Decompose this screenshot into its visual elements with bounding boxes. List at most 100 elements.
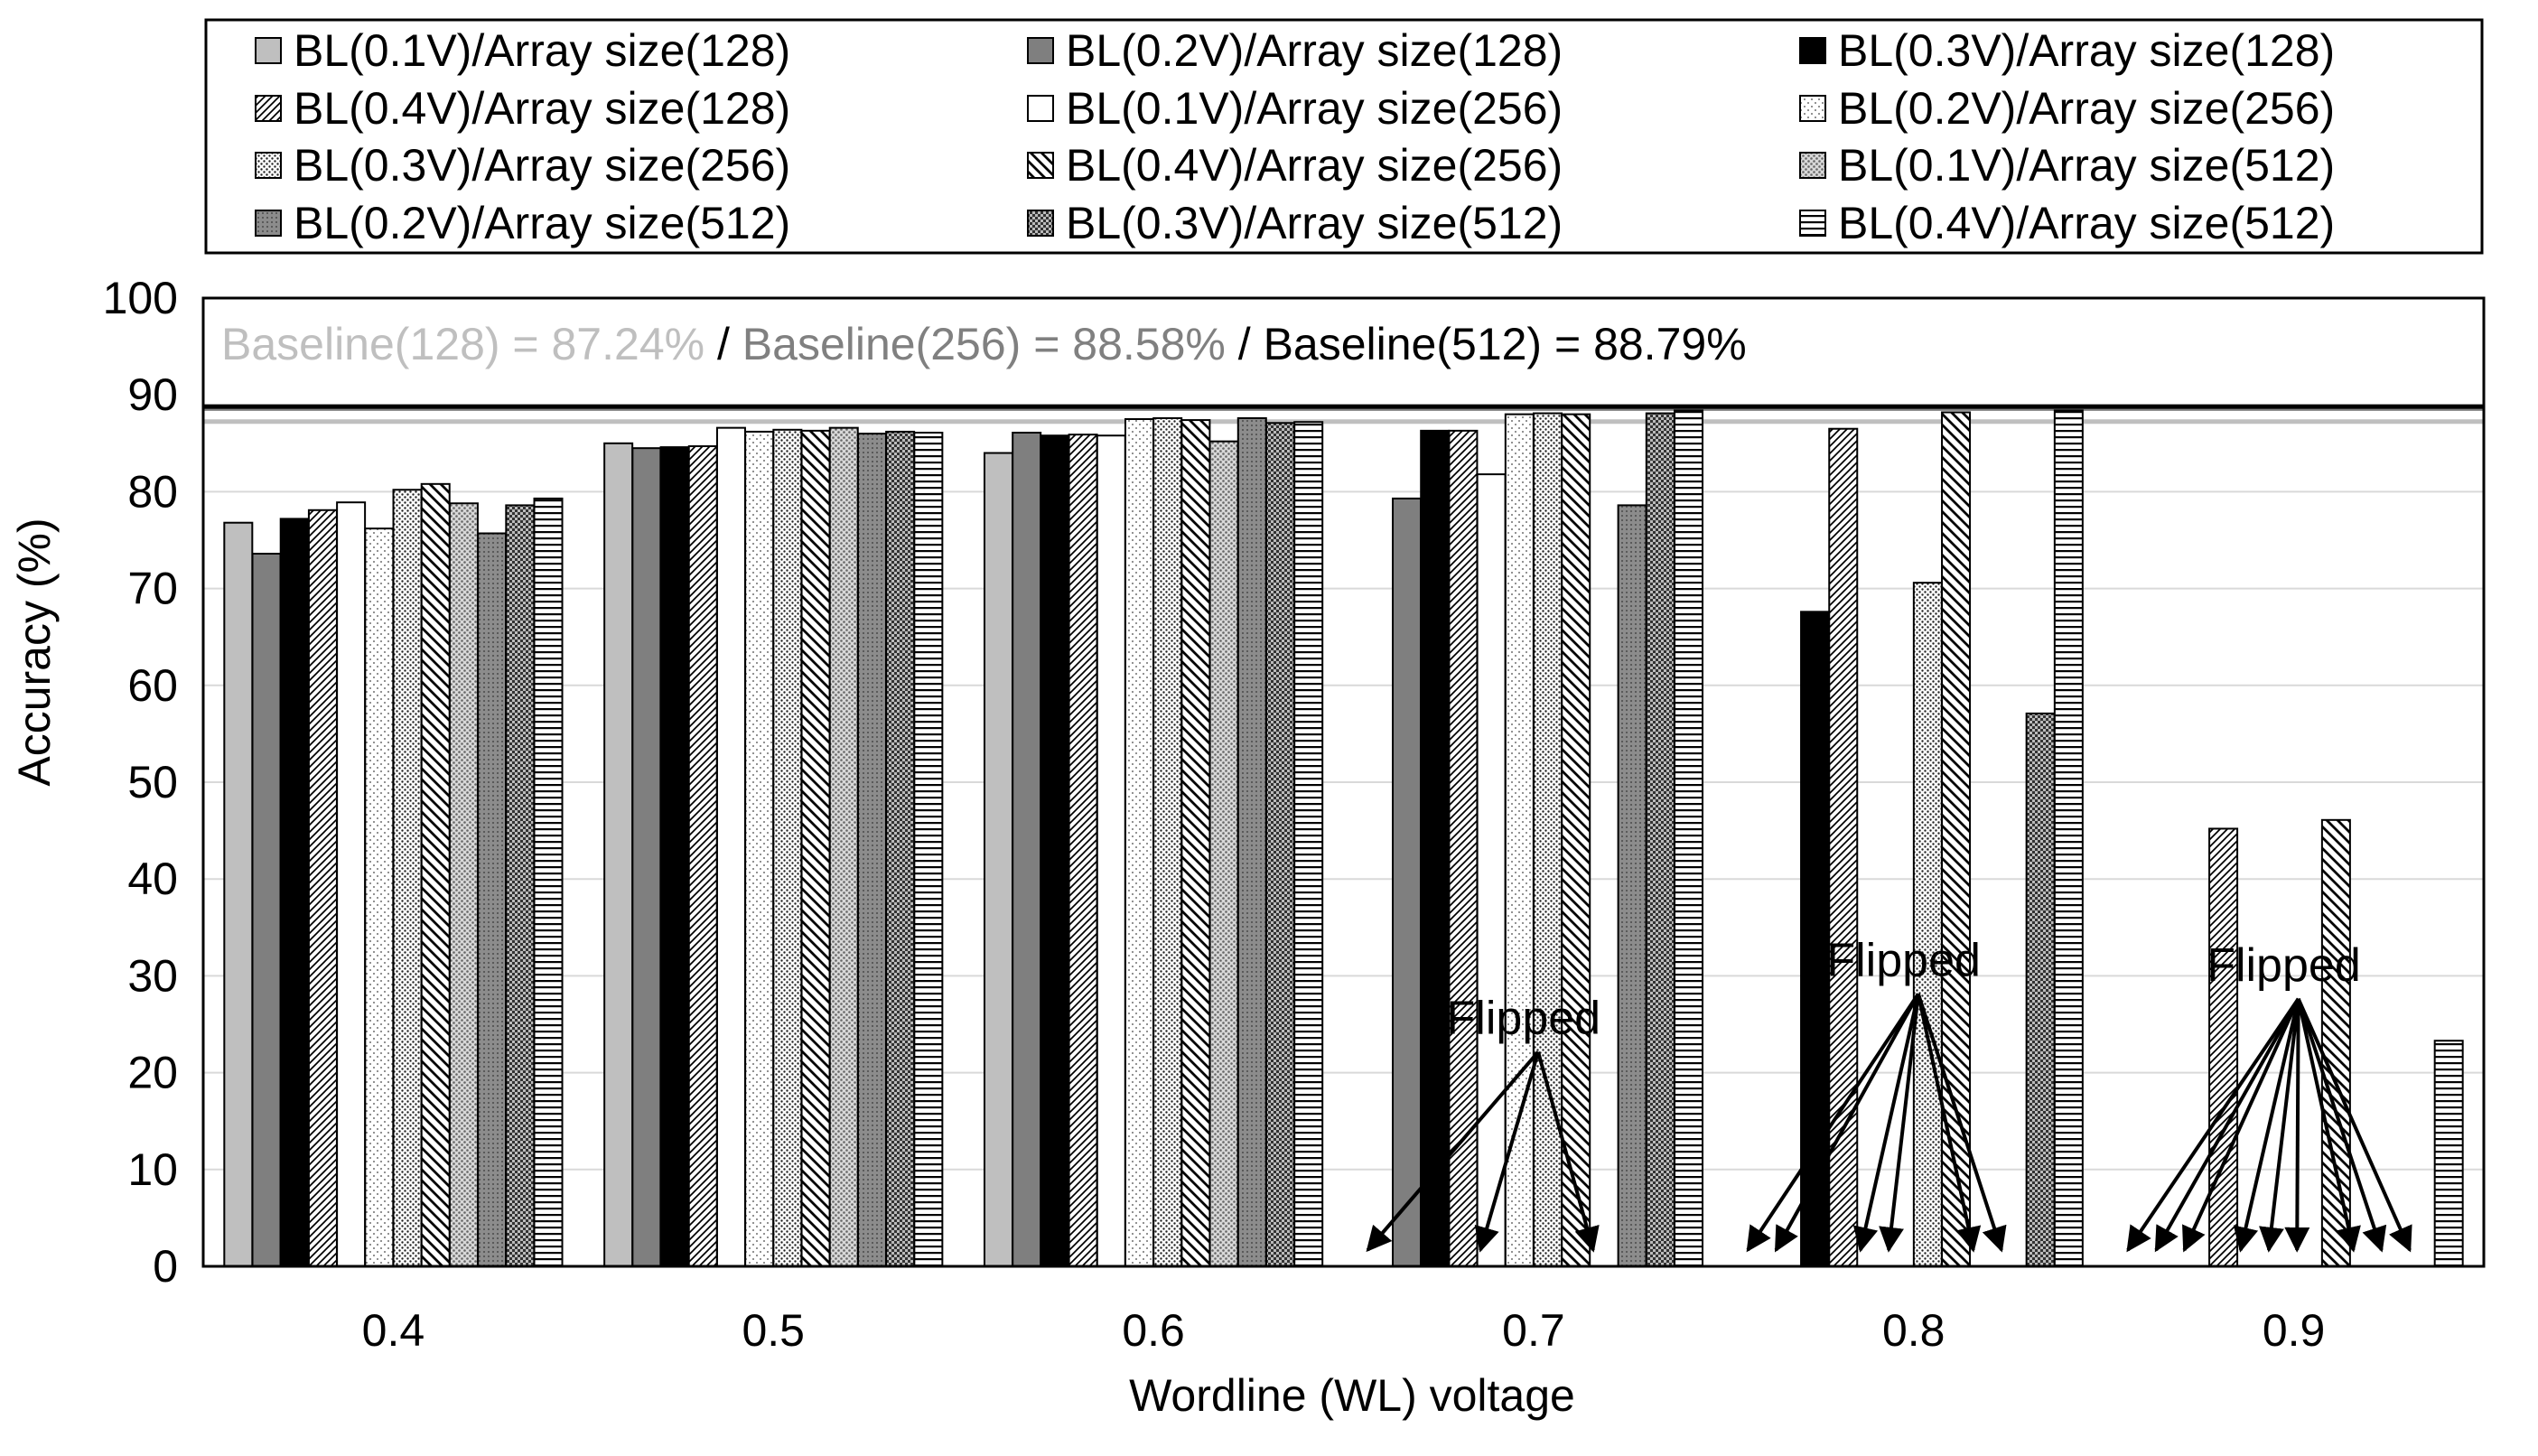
bar-bl-0-3v-array-size-512-wl-0-6 — [1264, 422, 1295, 1267]
bar-bl-0-4v-array-size-256-wl-0-9 — [2320, 818, 2351, 1267]
bar-bl-0-4v-array-size-512-wl-0-5 — [913, 432, 944, 1267]
bar-bl-0-1v-array-size-512-wl-0-4 — [448, 502, 479, 1267]
x-tick-label: 0.7 — [1502, 1305, 1565, 1356]
bar-bl-0-2v-array-size-256-wl-0-5 — [744, 430, 775, 1268]
bar-bl-0-4v-array-size-512-wl-0-6 — [1293, 421, 1324, 1267]
flipped-arrow — [2126, 997, 2300, 1253]
baseline-label-baseline-128: Baseline(128) = 87.24% — [221, 319, 704, 369]
bars — [223, 409, 2464, 1268]
bar-bl-0-3v-array-size-256-wl-0-7 — [1533, 412, 1563, 1267]
x-tick-label: 0.6 — [1122, 1305, 1185, 1356]
bar-bl-0-2v-array-size-512-wl-0-6 — [1236, 416, 1267, 1268]
bar-bl-0-3v-array-size-128-wl-0-5 — [659, 446, 690, 1267]
legend-label: BL(0.4V)/Array size(256) — [1066, 140, 1563, 191]
flipped-arrow — [2182, 997, 2300, 1253]
bar-group-0-4 — [223, 482, 564, 1267]
flipped-arrow — [2296, 997, 2412, 1253]
bar-bl-0-3v-array-size-512-wl-0-8 — [2025, 712, 2056, 1267]
flipped-label: Flipped — [1447, 993, 1601, 1045]
bar-bl-0-3v-array-size-256-wl-0-6 — [1152, 416, 1183, 1268]
y-tick-label: 80 — [127, 466, 178, 517]
legend-item-bl-0-1v-array-size-512: BL(0.1V)/Array size(512) — [1799, 140, 2335, 191]
bar-group-0-8 — [1800, 409, 2084, 1268]
legend-label: BL(0.2V)/Array size(512) — [294, 198, 790, 248]
bar-bl-0-1v-array-size-256-wl-0-7 — [1476, 473, 1507, 1267]
flipped-arrow — [1774, 993, 1920, 1253]
bar-bl-0-1v-array-size-512-wl-0-6 — [1208, 440, 1239, 1267]
flipped-arrow — [1879, 994, 1920, 1253]
y-tick-label: 100 — [103, 273, 178, 323]
flipped-label: Flipped — [1826, 934, 1981, 986]
flipped-arrow — [1536, 1051, 1600, 1253]
flipped-annotation-wl-0-7: Flipped — [1366, 993, 1601, 1253]
y-tick-label: 30 — [127, 950, 178, 1001]
bar-bl-0-4v-array-size-128-wl-0-6 — [1068, 434, 1098, 1268]
legend-item-bl-0-4v-array-size-512: BL(0.4V)/Array size(512) — [1799, 198, 2335, 248]
flipped-arrow — [2284, 998, 2310, 1253]
legend-item-bl-0-2v-array-size-128: BL(0.2V)/Array size(128) — [1027, 25, 1563, 76]
bar-bl-0-3v-array-size-128-wl-0-8 — [1800, 611, 1831, 1267]
flipped-arrow — [1916, 993, 1982, 1253]
bar-bl-0-2v-array-size-256-wl-0-6 — [1124, 418, 1154, 1267]
legend-label: BL(0.3V)/Array size(256) — [294, 140, 790, 191]
legend: BL(0.1V)/Array size(128) BL(0.2V)/Array s… — [204, 18, 2484, 255]
baseline-panel — [203, 298, 2484, 407]
bar-bl-0-4v-array-size-512-wl-0-9 — [2433, 1040, 2464, 1267]
legend-swatch — [1799, 95, 1826, 122]
bar-bl-0-2v-array-size-128-wl-0-4 — [251, 553, 282, 1267]
bar-bl-0-1v-array-size-256-wl-0-6 — [1096, 434, 1126, 1267]
flipped-arrow — [1746, 993, 1920, 1253]
bar-bl-0-3v-array-size-512-wl-0-4 — [505, 504, 536, 1267]
bar-bl-0-3v-array-size-256-wl-0-5 — [772, 428, 803, 1267]
legend-swatch — [255, 152, 282, 179]
legend-label: BL(0.2V)/Array size(256) — [1838, 83, 2335, 134]
x-tick-label: 0.9 — [2263, 1305, 2326, 1356]
bar-bl-0-4v-array-size-128-wl-0-4 — [307, 509, 338, 1267]
flipped-label: Flipped — [2207, 939, 2361, 992]
legend-swatch — [1027, 37, 1054, 64]
bar-bl-0-2v-array-size-256-wl-0-7 — [1504, 413, 1535, 1267]
legend-label: BL(0.4V)/Array size(512) — [1838, 198, 2335, 248]
bar-bl-0-4v-array-size-128-wl-0-8 — [1828, 427, 1859, 1268]
bar-bl-0-3v-array-size-256-wl-0-4 — [392, 489, 423, 1267]
legend-swatch — [255, 210, 282, 237]
flipped-arrow — [1852, 993, 1920, 1253]
baseline-separator: / — [1226, 319, 1264, 369]
y-tick-label: 50 — [127, 757, 178, 807]
legend-swatch — [1027, 95, 1054, 122]
legend-swatch — [1799, 210, 1826, 237]
bar-bl-0-4v-array-size-128-wl-0-9 — [2208, 827, 2239, 1267]
y-tick-label: 0 — [153, 1241, 178, 1292]
flipped-arrow — [2296, 998, 2387, 1253]
bar-group-0-7 — [1392, 409, 1704, 1267]
bar-bl-0-3v-array-size-128-wl-0-6 — [1040, 434, 1070, 1267]
y-tick-label: 60 — [127, 660, 178, 711]
y-tick-label: 20 — [127, 1048, 178, 1098]
bar-bl-0-4v-array-size-128-wl-0-5 — [687, 445, 718, 1267]
annotations: Flipped Flipped Flipped — [1366, 934, 2412, 1253]
legend-swatch — [1799, 152, 1826, 179]
legend-swatch — [1799, 37, 1826, 64]
baseline-separator: / — [704, 319, 742, 369]
legend-item-bl-0-2v-array-size-256: BL(0.2V)/Array size(256) — [1799, 83, 2335, 134]
plot-frame — [201, 296, 2486, 1268]
bar-bl-0-3v-array-size-128-wl-0-4 — [279, 518, 310, 1267]
bar-bl-0-3v-array-size-512-wl-0-7 — [1645, 412, 1675, 1267]
flipped-arrow — [1366, 1050, 1540, 1253]
bar-bl-0-4v-array-size-512-wl-0-8 — [2053, 409, 2084, 1267]
flipped-arrow — [2296, 998, 2361, 1253]
bar-bl-0-2v-array-size-128-wl-0-7 — [1392, 497, 1423, 1267]
legend-swatch — [1027, 152, 1054, 179]
y-tick-label: 90 — [127, 369, 178, 420]
legend-label: BL(0.1V)/Array size(256) — [1066, 83, 1563, 134]
x-axis-label: Wordline (WL) voltage — [1129, 1370, 1575, 1421]
bar-bl-0-2v-array-size-128-wl-0-5 — [631, 447, 662, 1268]
y-tick-label: 70 — [127, 564, 178, 614]
bar-bl-0-1v-array-size-256-wl-0-5 — [715, 426, 746, 1267]
bar-bl-0-2v-array-size-128-wl-0-6 — [1012, 432, 1042, 1267]
bar-bl-0-2v-array-size-512-wl-0-5 — [856, 433, 887, 1267]
bar-bl-0-4v-array-size-512-wl-0-7 — [1674, 409, 1704, 1267]
legend-item-bl-0-1v-array-size-256: BL(0.1V)/Array size(256) — [1027, 83, 1563, 134]
legend-label: BL(0.3V)/Array size(128) — [1838, 25, 2335, 76]
